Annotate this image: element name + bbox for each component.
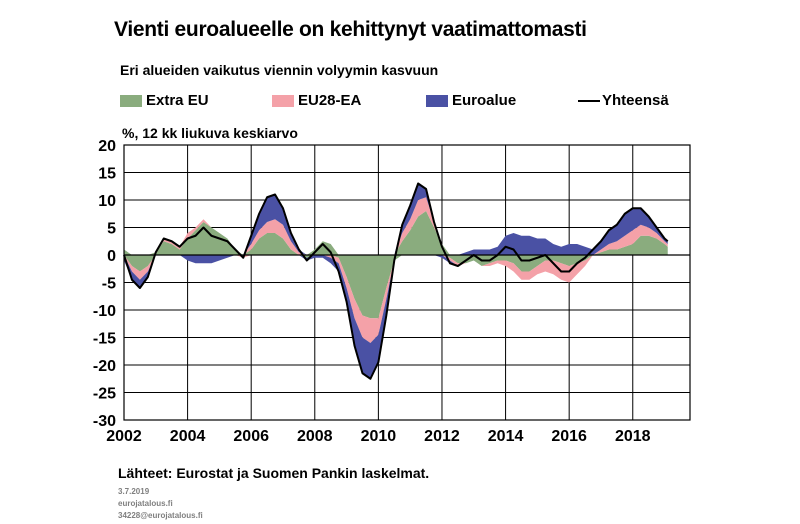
legend-label-extra-eu: Extra EU [146,92,209,109]
grid-layer [123,144,690,421]
y-tick-label: 15 [98,166,116,183]
y-tick-label: 20 [98,138,116,155]
y-tick-label: 10 [98,193,116,210]
legend-label-eu28-ea: EU28-EA [298,92,362,109]
area-euroalue-positive [124,183,668,255]
unit-label: %, 12 kk liukuva keskiarvo [122,125,298,141]
area-extra-eu-positive [124,211,668,255]
chart-title: Vienti euroalueelle on kehittynyt vaatim… [114,18,587,41]
x-tick-label: 2018 [615,428,651,445]
area-eu28-ea-positive [124,197,668,255]
chart-subtitle: Eri alueiden vaikutus viennin volyymin k… [120,62,439,78]
y-tick-label: 5 [107,221,116,238]
legend-swatch-eu28-ea [272,94,294,107]
legend-item-eu28-ea: EU28-EA [272,92,361,109]
line-yhteensa [123,182,669,380]
meta-date: 3.7.2019 [118,487,150,496]
y-tick-label: -20 [93,358,116,375]
meta-email: 34228@eurojatalous.fi [118,511,203,520]
legend-item-yhteensa: Yhteensä [578,92,669,109]
x-tick-label: 2004 [170,428,206,445]
area-extra-eu-negative [124,255,668,319]
x-tick-label: 2014 [488,428,524,445]
legend-item-extra-eu: Extra EU [120,92,209,109]
y-tick-label: -25 [93,386,116,403]
meta-site: eurojatalous.fi [118,499,173,508]
x-tick-label: 2016 [551,428,587,445]
legend-item-euroalue: Euroalue [426,92,516,109]
legend-label-euroalue: Euroalue [452,92,517,109]
area-eu28-ea-negative [124,255,668,343]
y-tick-label: 0 [107,248,116,265]
y-tick-label: -15 [93,331,116,348]
x-tick-label: 2006 [233,428,269,445]
x-tick-label: 2010 [361,428,397,445]
x-tick-label: 2002 [106,428,142,445]
area-euroalue-negative [124,255,668,379]
y-tick-label: -5 [102,276,116,293]
x-tick-label: 2012 [424,428,460,445]
source-note: Lähteet: Eurostat ja Suomen Pankin laske… [118,465,430,481]
legend-line-yhteensa [578,99,600,102]
area-layer [124,183,668,379]
legend-swatch-extra-eu [120,94,142,107]
line-layer [123,182,669,380]
frame-layer [123,144,691,421]
legend-label-yhteensa: Yhteensä [602,92,669,109]
x-tick-label: 2008 [297,428,333,445]
y-tick-label: -10 [93,303,116,320]
legend-swatch-euroalue [426,94,448,107]
y-tick-label: -30 [93,413,116,430]
plot-frame [123,144,691,421]
